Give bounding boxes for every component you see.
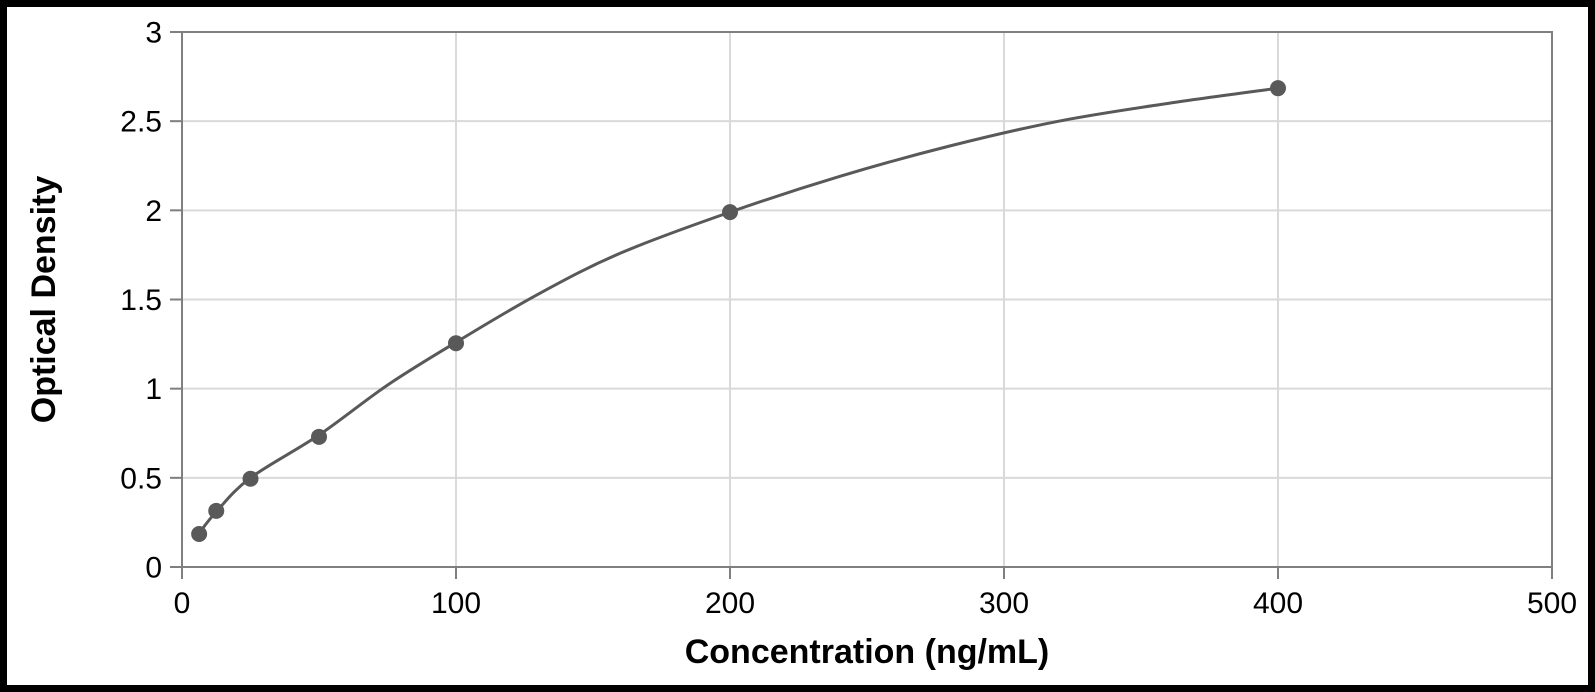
data-point-marker <box>243 471 259 487</box>
y-tick-label: 3 <box>145 17 162 50</box>
data-point-marker <box>191 526 207 542</box>
x-tick-label: 200 <box>705 587 755 620</box>
y-tick-label: 2.5 <box>120 106 162 139</box>
chart-outer-frame: 0 100 200 300 400 500 0 0.5 1 1.5 2 2.5 3 Concentrati… <box>0 0 1595 692</box>
x-axis-title: Concentration (ng/mL) <box>685 633 1050 671</box>
x-tick-label: 500 <box>1527 587 1577 620</box>
fit-curve <box>199 88 1278 533</box>
chart-container: 0 100 200 300 400 500 0 0.5 1 1.5 2 2.5 3 Concentrati… <box>7 7 1588 685</box>
x-tick-label: 400 <box>1253 587 1303 620</box>
data-point-marker <box>448 335 464 351</box>
data-point-marker <box>208 503 224 519</box>
y-tick-label: 2 <box>145 195 162 228</box>
data-point-marker <box>1270 80 1286 96</box>
x-tick-label: 300 <box>979 587 1029 620</box>
y-tick-label: 0.5 <box>120 462 162 495</box>
y-axis-title: Optical Density <box>25 176 63 424</box>
data-point-marker <box>722 204 738 220</box>
y-tick-label: 1.5 <box>120 284 162 317</box>
x-tick-label: 100 <box>431 587 481 620</box>
x-tick-label: 0 <box>174 587 191 620</box>
y-tick-label: 0 <box>145 552 162 585</box>
y-tick-label: 1 <box>145 373 162 406</box>
chart-svg: 0 100 200 300 400 500 0 0.5 1 1.5 2 2.5 3 Concentrati… <box>7 7 1588 685</box>
data-point-marker <box>311 429 327 445</box>
